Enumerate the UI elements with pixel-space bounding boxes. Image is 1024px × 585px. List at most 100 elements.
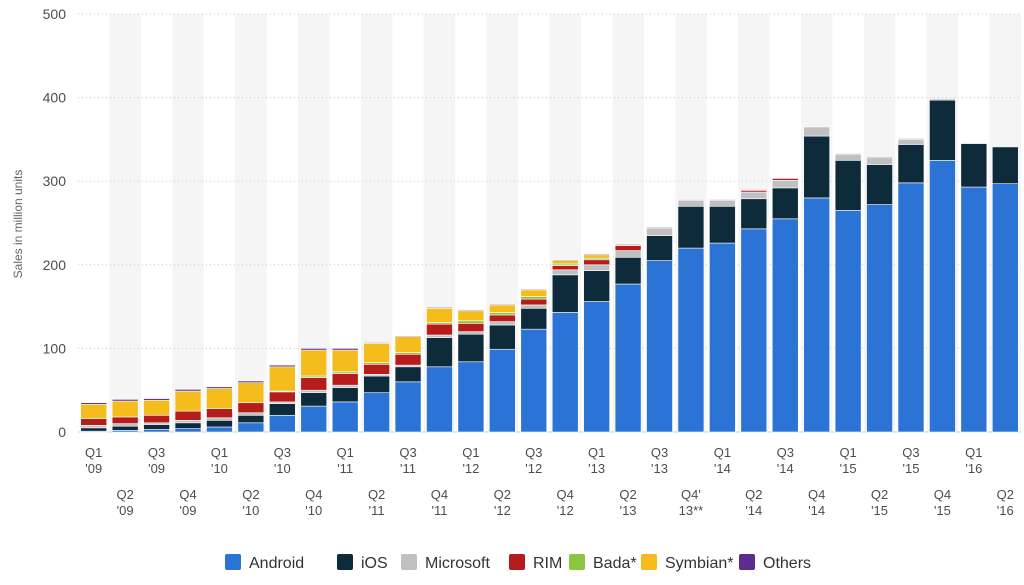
bar-segment-microsoft xyxy=(489,321,516,326)
legend-item-rim[interactable]: RIM xyxy=(509,554,562,572)
x-tick-label: Q4' 13** xyxy=(679,487,704,518)
bar-segment-others xyxy=(614,243,642,246)
legend[interactable]: Android iOS Microsoft RIM Bada* Symbian* Other… xyxy=(225,554,811,572)
bar-segment-ios xyxy=(803,135,830,199)
bar-segment-ios xyxy=(991,146,1019,185)
bar-stack xyxy=(551,259,579,433)
x-tick-label: Q2'11 xyxy=(368,487,385,518)
x-tick-label: Q3'10 xyxy=(274,445,291,476)
bar-segment-others xyxy=(300,348,328,351)
bar-segment-others xyxy=(803,126,830,128)
column-band xyxy=(109,14,141,432)
legend-label: Bada* xyxy=(593,555,637,572)
x-tick-label: Q1'13 xyxy=(588,445,605,476)
x-tick-label: Q2'16 xyxy=(997,487,1014,518)
bar-segment-symbian xyxy=(583,254,610,259)
bar-segment-ios xyxy=(897,144,925,184)
bar-segment-others xyxy=(489,303,516,306)
bar-segment-others xyxy=(646,226,673,229)
bar-segment-android xyxy=(960,186,988,433)
bar-segment-microsoft xyxy=(803,127,830,137)
bar-segment-rim xyxy=(269,391,296,403)
bar-segment-android xyxy=(363,392,390,433)
bar-segment-others xyxy=(457,309,485,312)
legend-item-ios[interactable]: iOS xyxy=(337,554,388,572)
bar-stack xyxy=(300,348,328,433)
bar-segment-microsoft xyxy=(80,425,108,429)
x-tick-label: Q2'15 xyxy=(871,487,888,518)
x-tick-label: Q3'15 xyxy=(902,445,919,476)
legend-item-bada[interactable]: Bada* xyxy=(569,554,637,572)
gridlines xyxy=(78,13,1021,433)
bar-segment-microsoft xyxy=(771,180,799,189)
bar-segment-symbian xyxy=(331,349,359,373)
bar-stack xyxy=(771,177,799,433)
bar-stack xyxy=(709,199,736,433)
x-tick-label: Q1'11 xyxy=(337,445,354,476)
bar-segment-android xyxy=(834,210,862,433)
bar-segment-others xyxy=(583,253,610,256)
bar-stack xyxy=(583,253,610,433)
bar-segment-ios xyxy=(614,256,642,285)
bar-stack xyxy=(646,226,673,433)
bar-segment-microsoft xyxy=(426,334,453,338)
bar-segment-symbian xyxy=(551,260,579,265)
bar-segment-ios xyxy=(394,366,422,383)
bar-segment-rim xyxy=(394,353,422,366)
bar-segment-microsoft xyxy=(520,304,548,309)
legend-label: RIM xyxy=(533,555,562,572)
legend-label: Microsoft xyxy=(425,555,490,572)
bar-segment-ios xyxy=(646,235,673,261)
legend-item-android[interactable]: Android xyxy=(225,554,304,572)
bar-segment-ios xyxy=(363,375,390,394)
bar-segment-android xyxy=(709,242,736,433)
bar-segment-android xyxy=(331,401,359,433)
bar-segment-rim xyxy=(300,377,328,391)
legend-swatch xyxy=(509,554,525,570)
bar-segment-microsoft xyxy=(709,200,736,207)
bar-segment-microsoft xyxy=(677,200,705,207)
legend-label: Others xyxy=(763,555,811,572)
legend-item-microsoft[interactable]: Microsoft xyxy=(401,554,490,572)
bar-segment-others xyxy=(237,380,265,383)
bar-segment-ios xyxy=(520,307,548,330)
bar-segment-microsoft xyxy=(834,154,862,161)
bar-segment-ios xyxy=(237,414,265,424)
legend-item-others[interactable]: Others xyxy=(739,554,811,572)
bar-segment-ios xyxy=(331,387,359,403)
bar-segment-ios xyxy=(834,160,862,211)
bar-segment-symbian xyxy=(394,336,422,353)
bar-segment-bada xyxy=(457,320,485,324)
bar-stack xyxy=(614,243,642,433)
y-tick-label: 0 xyxy=(58,424,66,440)
bar-segment-others xyxy=(866,156,893,159)
legend-label: Symbian* xyxy=(665,555,733,572)
bar-segment-symbian xyxy=(174,390,202,412)
bar-segment-android xyxy=(897,182,925,433)
x-tick-label: Q1'16 xyxy=(965,445,982,476)
bar-segment-rim xyxy=(363,363,390,375)
x-tick-label: Q4'14 xyxy=(808,487,825,518)
bar-segment-rim xyxy=(80,418,108,426)
bar-segment-microsoft xyxy=(551,269,579,276)
bar-segment-bada xyxy=(520,296,548,300)
bar-segment-others xyxy=(269,364,296,368)
bar-segment-ios xyxy=(960,143,988,188)
legend-swatch xyxy=(401,554,417,570)
bar-stack xyxy=(866,156,893,433)
x-tick-label: Q2'09 xyxy=(116,487,133,518)
y-tick-label: 200 xyxy=(43,257,67,273)
bar-stack xyxy=(269,364,296,433)
x-tick-label: Q4'10 xyxy=(305,487,322,518)
bar-segment-android xyxy=(269,414,296,433)
bar-segment-rim xyxy=(520,298,548,306)
legend-item-symbian[interactable]: Symbian* xyxy=(641,554,733,572)
bar-segment-android xyxy=(803,197,830,433)
bar-segment-symbian xyxy=(269,366,296,392)
bar-stack xyxy=(897,138,925,433)
bar-segment-ios xyxy=(269,403,296,416)
bar-segment-rim xyxy=(143,414,170,424)
bar-segment-others xyxy=(520,288,548,291)
x-tick-label: Q3'11 xyxy=(399,445,416,476)
